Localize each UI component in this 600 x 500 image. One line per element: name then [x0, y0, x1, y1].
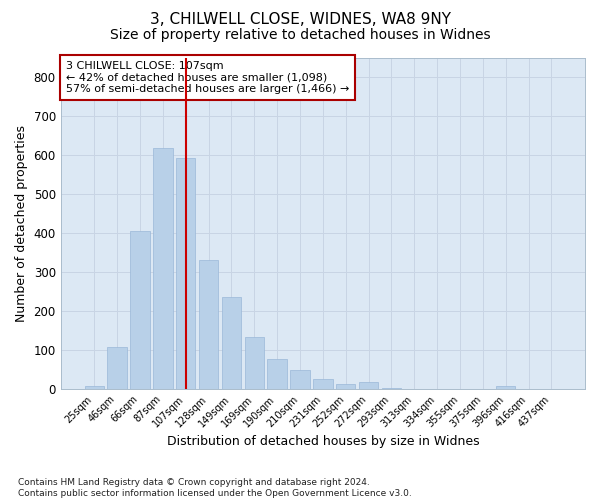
Bar [290, 370, 310, 389]
Bar [496, 386, 515, 389]
Bar [382, 388, 401, 389]
Text: 3, CHILWELL CLOSE, WIDNES, WA8 9NY: 3, CHILWELL CLOSE, WIDNES, WA8 9NY [149, 12, 451, 28]
Y-axis label: Number of detached properties: Number of detached properties [15, 125, 28, 322]
Text: Contains HM Land Registry data © Crown copyright and database right 2024.
Contai: Contains HM Land Registry data © Crown c… [18, 478, 412, 498]
Bar [336, 384, 355, 389]
Bar [176, 158, 196, 389]
Text: 3 CHILWELL CLOSE: 107sqm
← 42% of detached houses are smaller (1,098)
57% of sem: 3 CHILWELL CLOSE: 107sqm ← 42% of detach… [66, 61, 349, 94]
X-axis label: Distribution of detached houses by size in Widnes: Distribution of detached houses by size … [167, 434, 479, 448]
Bar [221, 296, 241, 389]
Bar [130, 231, 149, 389]
Bar [359, 382, 378, 389]
Bar [268, 358, 287, 389]
Bar [199, 260, 218, 389]
Bar [313, 380, 332, 389]
Text: Size of property relative to detached houses in Widnes: Size of property relative to detached ho… [110, 28, 490, 42]
Bar [107, 348, 127, 389]
Bar [85, 386, 104, 389]
Bar [245, 337, 264, 389]
Bar [153, 148, 173, 389]
